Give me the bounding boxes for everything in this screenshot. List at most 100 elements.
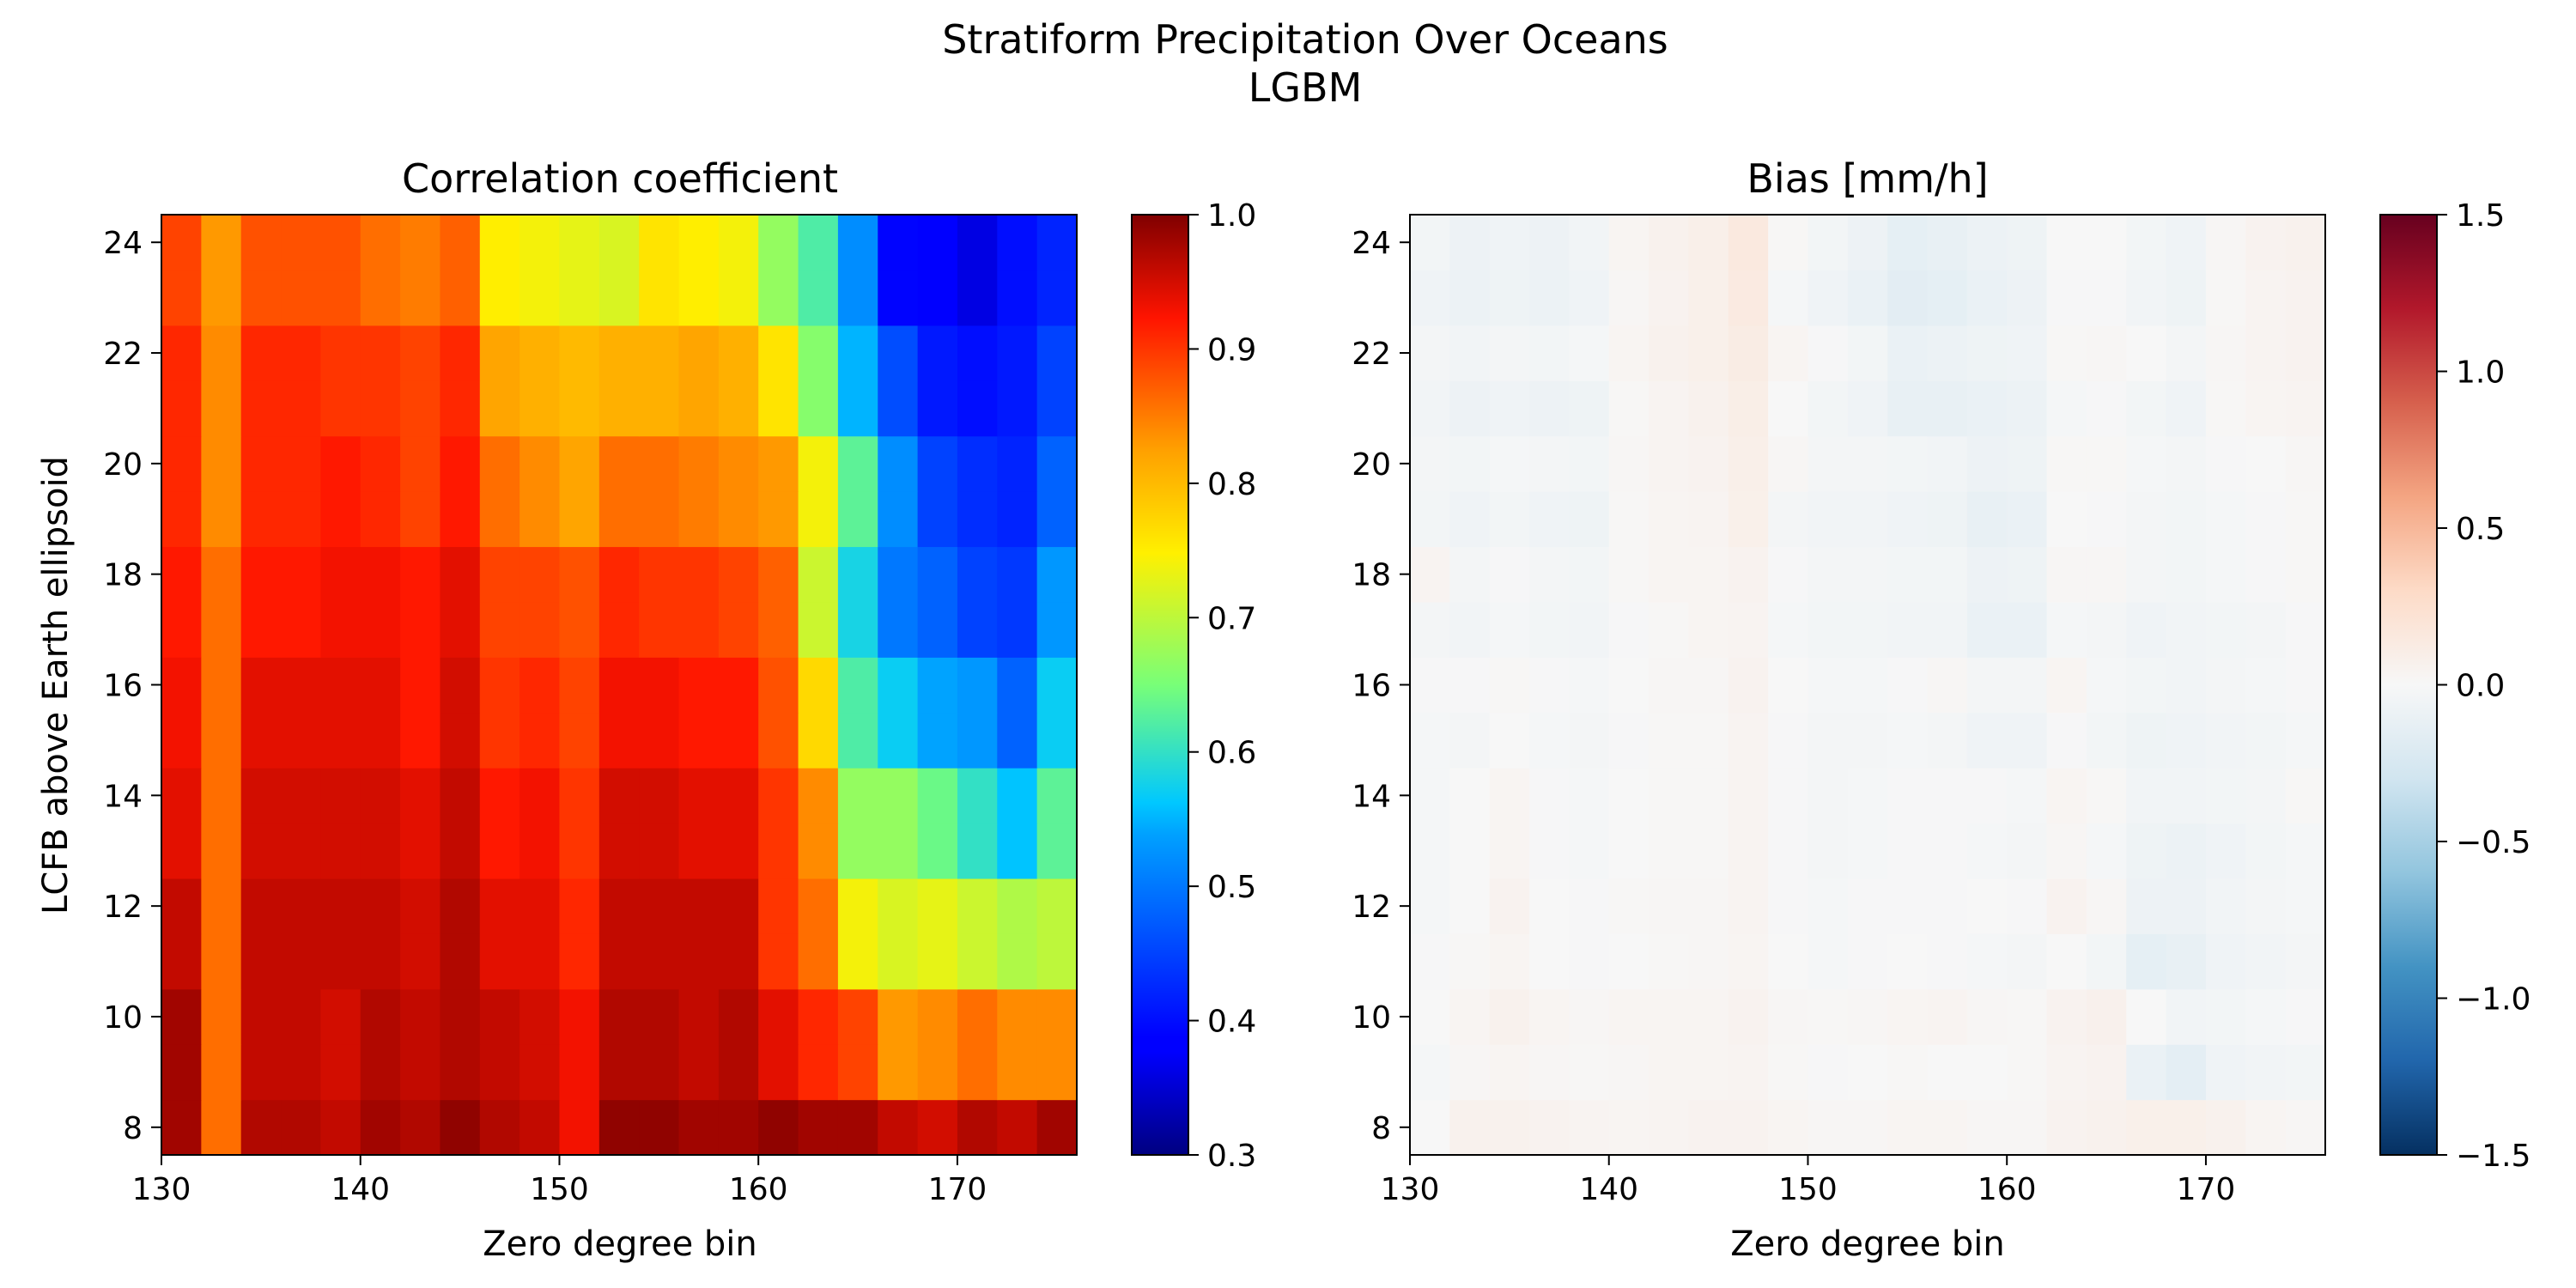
heatmap-cell xyxy=(1410,657,1450,714)
heatmap-cell xyxy=(161,1044,202,1101)
heatmap-cell xyxy=(519,933,561,990)
heatmap-cell xyxy=(1649,712,1690,769)
heatmap-cell xyxy=(440,380,481,437)
heatmap-cell xyxy=(1807,712,1849,769)
heatmap-cell xyxy=(1449,988,1491,1045)
heatmap-cell xyxy=(2007,270,2048,326)
heatmap-cell xyxy=(2285,270,2326,326)
heatmap-cell xyxy=(320,546,361,603)
heatmap-cell xyxy=(1608,823,1649,879)
heatmap-cell xyxy=(2126,601,2167,658)
heatmap-cell xyxy=(2205,878,2246,934)
heatmap-cell xyxy=(360,878,401,934)
heatmap-cell xyxy=(1688,325,1729,381)
colorbar-tick-label: −1.5 xyxy=(2456,1139,2530,1174)
heatmap-cell xyxy=(479,1044,520,1101)
y-tick-label: 14 xyxy=(103,779,143,814)
heatmap-cell xyxy=(1807,988,1849,1045)
heatmap-cell xyxy=(559,1099,600,1156)
heatmap-cell xyxy=(240,823,282,879)
heatmap-cell xyxy=(798,435,839,492)
heatmap-cell xyxy=(718,933,759,990)
heatmap-cell xyxy=(2285,933,2326,990)
heatmap-cell xyxy=(1966,601,2008,658)
heatmap-cell xyxy=(1807,601,1849,658)
heatmap-cell xyxy=(1966,491,2008,548)
heatmap-cell xyxy=(519,491,561,548)
heatmap-cell xyxy=(878,823,919,879)
heatmap-cell xyxy=(281,601,321,658)
heatmap-cell xyxy=(2086,988,2127,1045)
heatmap-cell xyxy=(917,1099,958,1156)
heatmap-cell xyxy=(878,1044,919,1101)
heatmap-cell xyxy=(201,1044,242,1101)
heatmap-cell xyxy=(1569,768,1610,824)
heatmap-cell xyxy=(1489,1044,1530,1101)
heatmap-cell xyxy=(400,1044,441,1101)
heatmap-cell xyxy=(2086,270,2127,326)
heatmap-cell xyxy=(997,878,1038,934)
heatmap-cell xyxy=(878,435,919,492)
heatmap-cell xyxy=(1688,215,1729,271)
heatmap-cell xyxy=(400,1099,441,1156)
heatmap-cell xyxy=(360,325,401,381)
heatmap-cell xyxy=(519,380,561,437)
heatmap-cell xyxy=(1688,491,1729,548)
heatmap-cell xyxy=(1569,491,1610,548)
heatmap-cell xyxy=(201,380,242,437)
heatmap-cell xyxy=(440,491,481,548)
heatmap-cell xyxy=(1887,491,1929,548)
heatmap-cell xyxy=(1887,878,1929,934)
heatmap-cell xyxy=(639,657,680,714)
heatmap-cell xyxy=(798,878,839,934)
heatmap-cell xyxy=(639,215,680,271)
heatmap-cell xyxy=(1728,215,1769,271)
heatmap-cell xyxy=(1768,657,1809,714)
heatmap-cell xyxy=(281,380,321,437)
heatmap-cell xyxy=(1036,657,1078,714)
heatmap-cell xyxy=(360,712,401,769)
heatmap-cell xyxy=(1489,270,1530,326)
heatmap-cell xyxy=(997,823,1038,879)
heatmap-cell xyxy=(2245,657,2287,714)
heatmap-cell xyxy=(837,823,878,879)
heatmap-cell xyxy=(1449,933,1491,990)
heatmap-cell xyxy=(440,878,481,934)
heatmap-cell xyxy=(1529,435,1570,492)
heatmap-cell xyxy=(678,988,720,1045)
heatmap-cell xyxy=(1489,933,1530,990)
heatmap-cell xyxy=(360,270,401,326)
heatmap-cell xyxy=(1847,988,1888,1045)
heatmap-cell xyxy=(2126,270,2167,326)
heatmap-cell xyxy=(1847,325,1888,381)
heatmap-cell xyxy=(718,601,759,658)
y-tick-label: 10 xyxy=(103,1000,143,1036)
heatmap-cell xyxy=(2285,1099,2326,1156)
heatmap-cell xyxy=(2205,215,2246,271)
heatmap-cell xyxy=(2205,546,2246,603)
heatmap-cell xyxy=(1728,823,1769,879)
heatmap-cell xyxy=(2007,878,2048,934)
heatmap-cell xyxy=(519,215,561,271)
heatmap-cell xyxy=(1608,546,1649,603)
heatmap-cell xyxy=(837,933,878,990)
heatmap-cell xyxy=(678,491,720,548)
heatmap-cell xyxy=(519,270,561,326)
heatmap-cell xyxy=(240,657,282,714)
y-tick-label: 24 xyxy=(103,226,143,261)
heatmap-cell xyxy=(917,988,958,1045)
heatmap-cell xyxy=(2285,435,2326,492)
heatmap-cell xyxy=(1036,768,1078,824)
heatmap-cell xyxy=(1887,435,1929,492)
heatmap-cell xyxy=(320,823,361,879)
heatmap-cell xyxy=(360,988,401,1045)
heatmap-cell xyxy=(2086,823,2127,879)
heatmap-cell xyxy=(1927,878,1968,934)
heatmap-cell xyxy=(917,657,958,714)
heatmap-cell xyxy=(400,878,441,934)
heatmap-cell xyxy=(997,601,1038,658)
heatmap-cell xyxy=(598,546,640,603)
heatmap-cell xyxy=(1489,823,1530,879)
heatmap-cell xyxy=(837,601,878,658)
heatmap-cell xyxy=(1569,380,1610,437)
